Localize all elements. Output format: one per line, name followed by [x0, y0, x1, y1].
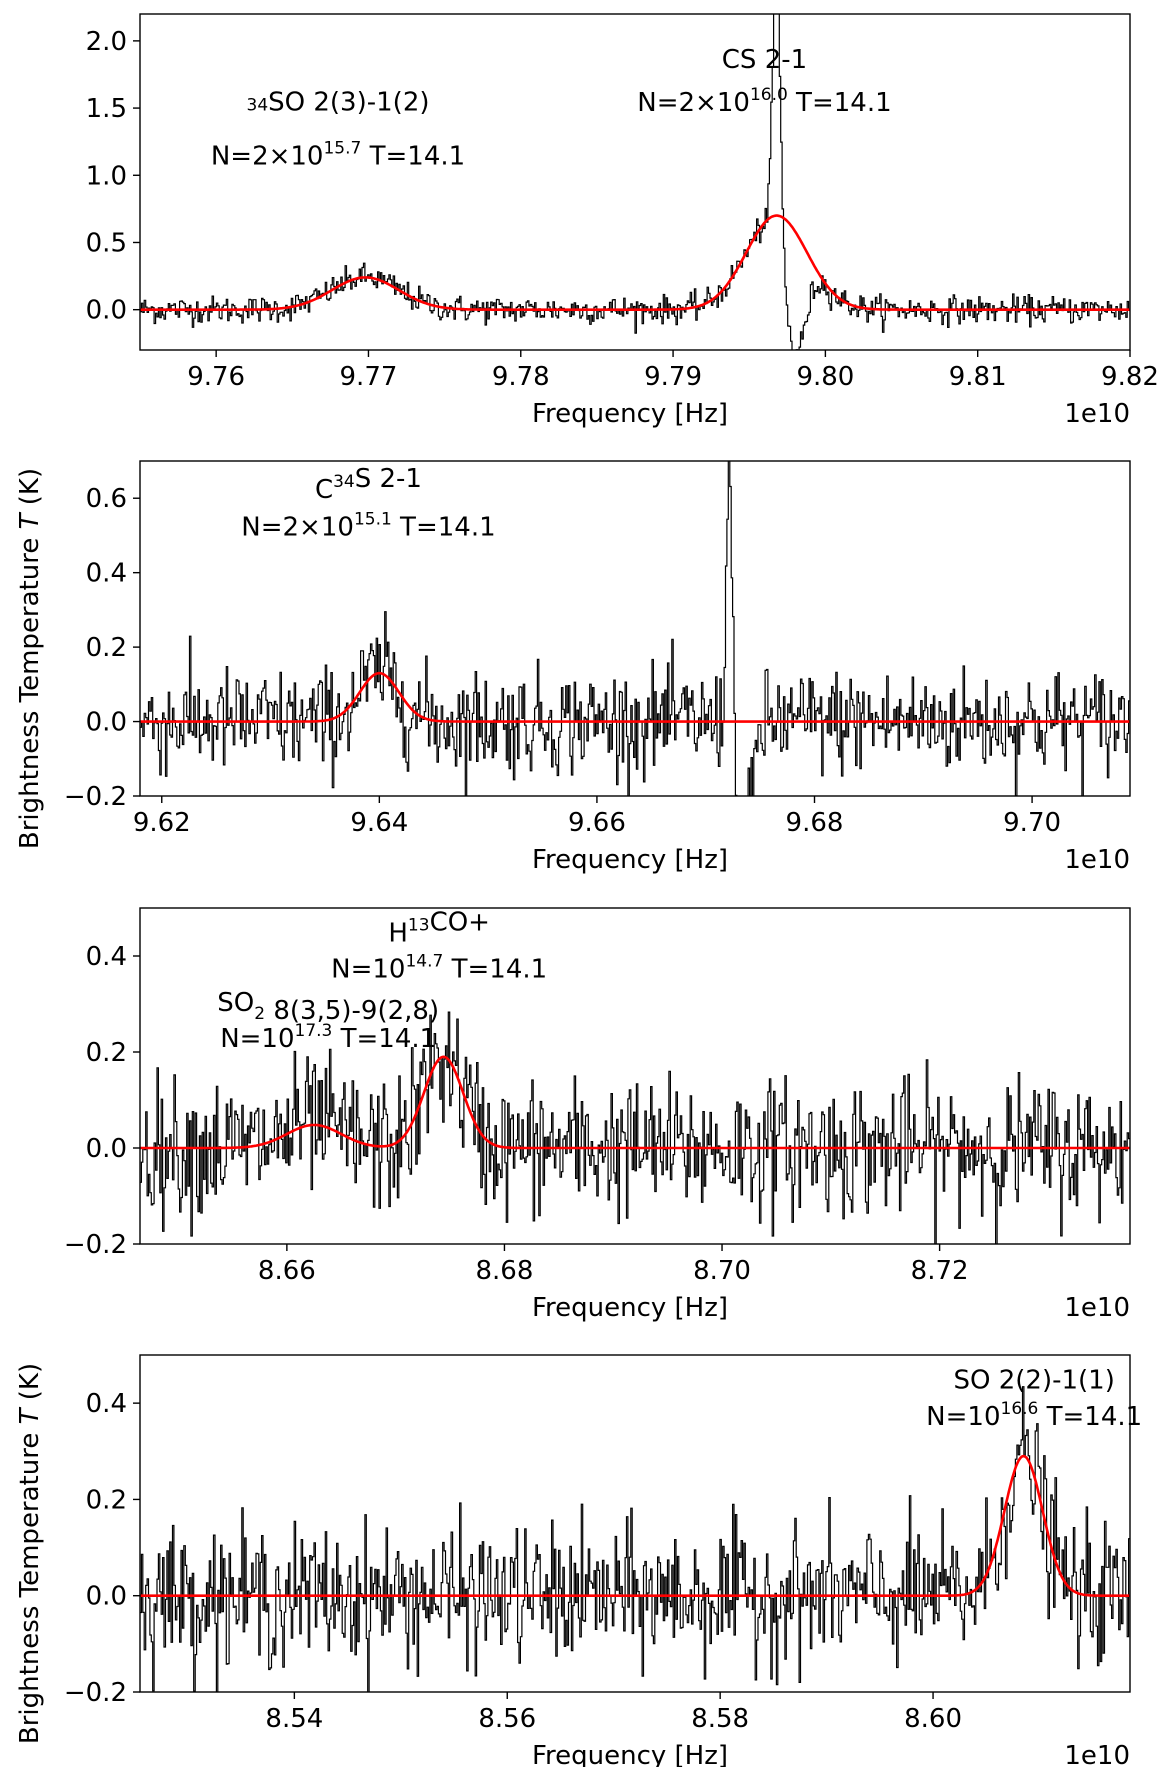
species-label: C34S 2-1 [315, 464, 422, 505]
x-tick-label: 9.68 [786, 808, 844, 838]
x-tick-label: 8.70 [693, 1256, 751, 1286]
x-axis-label: Frequency [Hz] [532, 1293, 728, 1323]
axes-frame-2 [139, 460, 1131, 797]
x-tick-label: 9.81 [949, 362, 1007, 392]
y-tick-label: 0.4 [86, 942, 127, 972]
y-tick-label: 0.0 [86, 708, 127, 738]
model-fit-3 [140, 1055, 1130, 1150]
column-density-label: N=1016.6 T=14.1 [926, 1399, 1142, 1432]
species-label: 34SO 2(3)-1(2) [247, 88, 430, 118]
x-tick-label: 8.66 [258, 1256, 316, 1286]
y-tick-label: 0.2 [86, 1485, 127, 1515]
y-tick-label: 0.6 [86, 484, 127, 514]
observed-spectrum-1 [140, 14, 1130, 350]
species-label: CS 2-1 [722, 45, 807, 75]
x-offset-text: 1e10 [1064, 845, 1130, 875]
y-tick-label: −0.2 [64, 1230, 127, 1260]
x-tick-label: 9.79 [644, 362, 702, 392]
x-tick-label: 9.66 [568, 808, 626, 838]
x-tick-label: 9.80 [796, 362, 854, 392]
y-tick-label: 0.5 [86, 228, 127, 258]
y-tick-label: 1.5 [86, 94, 127, 124]
y-axis-label: Brightness Temperature T (K) [15, 468, 45, 849]
y-tick-label: 1.0 [86, 161, 127, 191]
species-label: H13CO+ [388, 908, 490, 949]
shared-y-labels: Brightness Temperature T (K) Brightness T… [15, 468, 45, 1744]
y-tick-label: 2.0 [86, 27, 127, 57]
x-tick-label: 8.54 [265, 1704, 323, 1734]
column-density-label: N=2×1016.0 T=14.1 [637, 85, 891, 118]
x-axis-label: Frequency [Hz] [532, 1741, 728, 1767]
y-tick-label: −0.2 [64, 1678, 127, 1708]
x-tick-label: 9.78 [492, 362, 550, 392]
column-density-label: N=1017.3 T=14.1 [220, 1021, 436, 1054]
y-tick-label: 0.2 [86, 633, 127, 663]
panel-4: 8.54 8.56 8.58 8.60 −0.2 0.0 0.2 0.4 Frequency [… [64, 1354, 1142, 1767]
x-tick-label: 9.64 [350, 808, 408, 838]
y-tick-label: 0.0 [86, 296, 127, 326]
column-density-label: N=2×1015.7 T=14.1 [211, 139, 465, 172]
panel-1: 9.76 9.77 9.78 9.79 9.80 9.81 9.82 0.0 0.5 1.0 1.5… [86, 13, 1159, 429]
axes-frame-4 [139, 1354, 1131, 1693]
axes-frame-3 [139, 907, 1131, 1245]
y-axis-label: Brightness Temperature T (K) [15, 1363, 45, 1744]
y-tick-label: 0.2 [86, 1038, 127, 1068]
observed-spectrum-4 [140, 1386, 1130, 1692]
column-density-label: N=2×1015.1 T=14.1 [241, 509, 495, 542]
observed-spectrum-3 [140, 1011, 1130, 1244]
x-tick-label: 9.70 [1003, 808, 1061, 838]
y-tick-label: 0.0 [86, 1582, 127, 1612]
x-tick-label: 9.76 [187, 362, 245, 392]
model-fit-1 [140, 214, 1130, 311]
model-fit-2 [140, 671, 1130, 723]
x-axis-label: Frequency [Hz] [532, 845, 728, 875]
spectrum-panels: 9.76 9.77 9.78 9.79 9.80 9.81 9.82 0.0 0.5 1.0 1.5… [64, 13, 1159, 1767]
panel-2: 9.62 9.64 9.66 9.68 9.70 −0.2 0.0 0.2 0.4 0.6 Freq… [64, 460, 1131, 875]
species-label: SO2 8(3,5)-9(2,8) [217, 988, 439, 1026]
axes-frame-1 [139, 13, 1131, 351]
x-tick-label: 8.72 [911, 1256, 969, 1286]
model-fit-4 [140, 1454, 1130, 1597]
x-tick-label: 9.77 [340, 362, 398, 392]
x-tick-label: 8.58 [691, 1704, 749, 1734]
y-tick-label: 0.4 [86, 1389, 127, 1419]
observed-spectrum-2 [140, 461, 1130, 796]
x-axis-label: Frequency [Hz] [532, 399, 728, 429]
y-tick-label: −0.2 [64, 782, 127, 812]
x-tick-label: 9.82 [1101, 362, 1159, 392]
species-label: SO 2(2)-1(1) [954, 1366, 1115, 1396]
x-offset-text: 1e10 [1064, 1741, 1130, 1767]
column-density-label: N=1014.7 T=14.1 [331, 952, 547, 985]
panel-3: 8.66 8.68 8.70 8.72 −0.2 0.0 0.2 0.4 Frequency [… [64, 907, 1131, 1323]
x-tick-label: 9.62 [133, 808, 191, 838]
x-offset-text: 1e10 [1064, 399, 1130, 429]
x-offset-text: 1e10 [1064, 1293, 1130, 1323]
x-tick-label: 8.60 [904, 1704, 962, 1734]
y-tick-label: 0.4 [86, 559, 127, 589]
y-tick-label: 0.0 [86, 1134, 127, 1164]
x-tick-label: 8.68 [476, 1256, 534, 1286]
x-tick-label: 8.56 [478, 1704, 536, 1734]
